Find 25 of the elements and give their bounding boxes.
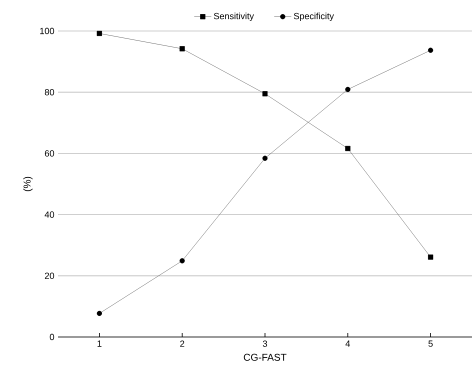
point bbox=[428, 254, 434, 260]
y-tick-label: 100 bbox=[40, 28, 54, 34]
x-tick-label: 2 bbox=[180, 340, 184, 347]
y-tick-label: 40 bbox=[44, 211, 54, 218]
point bbox=[345, 86, 350, 92]
x-tick-label: 1 bbox=[98, 340, 102, 347]
x-axis-title: CG-FAST bbox=[244, 354, 286, 361]
point bbox=[96, 30, 102, 36]
point bbox=[96, 310, 102, 316]
x-tick-label: 3 bbox=[262, 340, 268, 347]
legend-label: Specificity bbox=[294, 12, 334, 22]
y-tick-label: 20 bbox=[44, 272, 54, 279]
point bbox=[262, 91, 268, 96]
x-tick-label: 5 bbox=[428, 340, 433, 347]
x-tick-label: 4 bbox=[345, 340, 350, 347]
point bbox=[180, 46, 185, 52]
y-axis-title: (%) bbox=[23, 176, 33, 192]
y-tick-label: 60 bbox=[44, 150, 54, 157]
y-tick-label: 80 bbox=[44, 89, 54, 96]
legend-label: Sensitivity bbox=[214, 12, 254, 22]
point bbox=[428, 48, 434, 53]
y-tick-label: 0 bbox=[50, 334, 54, 340]
point bbox=[345, 146, 350, 152]
point bbox=[262, 156, 268, 161]
point bbox=[180, 258, 185, 264]
